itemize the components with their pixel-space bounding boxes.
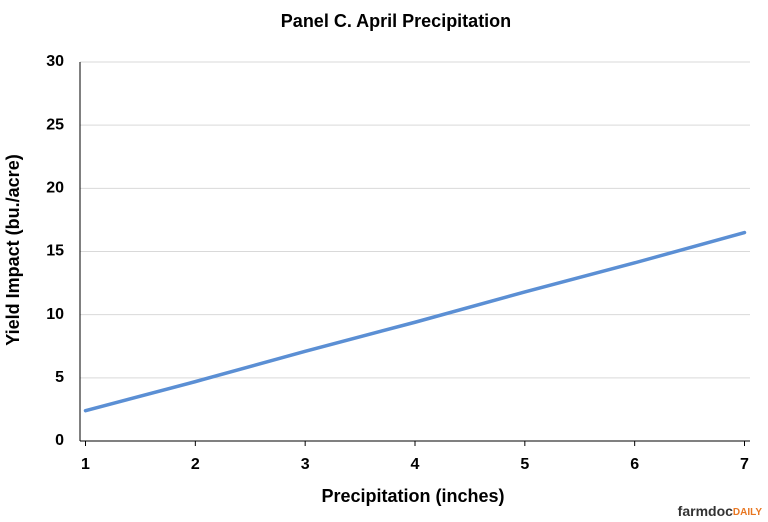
x-axis-label: Precipitation (inches)	[321, 486, 504, 506]
watermark-accent: DAILY	[733, 507, 762, 518]
chart-title: Panel C. April Precipitation	[281, 11, 511, 31]
x-tick-label: 2	[191, 456, 200, 473]
x-tick-label: 3	[301, 456, 310, 473]
watermark-main: farmdoc	[678, 503, 733, 519]
y-tick-label: 15	[46, 243, 64, 260]
y-tick-label: 20	[46, 180, 64, 197]
y-tick-label: 25	[46, 116, 64, 133]
y-axis-label: Yield Impact (bu./acre)	[3, 154, 23, 345]
y-tick-label: 30	[46, 53, 64, 70]
y-tick-label: 0	[55, 432, 64, 449]
watermark: farmdocDAILY	[678, 503, 763, 519]
x-tick-label: 4	[411, 456, 420, 473]
y-tick-label: 5	[55, 369, 64, 386]
x-tick-label: 7	[740, 456, 749, 473]
x-tick-label: 1	[81, 456, 90, 473]
x-tick-label: 6	[630, 456, 639, 473]
x-tick-label: 5	[520, 456, 529, 473]
line-series	[83, 230, 747, 413]
y-tick-label: 10	[46, 306, 64, 323]
